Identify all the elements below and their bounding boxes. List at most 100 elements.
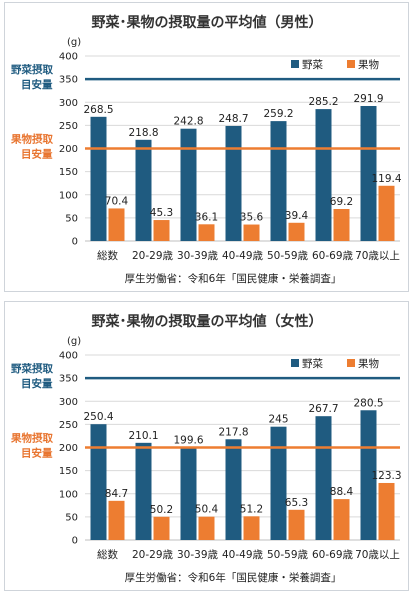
x-tick-label: 40-49歳 xyxy=(222,549,264,561)
data-label-fruit-4: 65.3 xyxy=(285,497,308,509)
bar-fruit-1 xyxy=(153,516,170,540)
data-label-fruit-3: 51.2 xyxy=(240,503,263,515)
y-tick-label: 250 xyxy=(59,420,78,431)
chart-panel-male: 野菜･果物の摂取量の平均値（男性） (g) 野菜 果物 0 50 100 150 200 250 3… xyxy=(4,2,409,292)
data-label-fruit-2: 50.4 xyxy=(195,504,219,516)
chart-title: 野菜･果物の摂取量の平均値（女性） xyxy=(92,313,323,330)
data-label-vegetable-3: 217.8 xyxy=(218,426,248,438)
bar-fruit-0 xyxy=(108,500,125,540)
chart-title: 野菜･果物の摂取量の平均値（男性） xyxy=(92,14,323,31)
data-label-vegetable-5: 285.2 xyxy=(308,96,338,108)
x-tick-label: 20-29歳 xyxy=(132,549,174,561)
bar-fruit-3 xyxy=(243,224,260,241)
bar-fruit-3 xyxy=(243,516,260,540)
legend-label-vegetable: 野菜 xyxy=(302,59,323,71)
data-label-vegetable-1: 210.1 xyxy=(128,430,158,442)
bar-vegetable-3 xyxy=(225,439,242,540)
bar-fruit-4 xyxy=(288,222,305,241)
y-tick-label: 200 xyxy=(59,443,78,454)
reference-label-fruit: 果物摂取 xyxy=(10,133,53,146)
data-label-fruit-3: 35.6 xyxy=(240,212,264,224)
reference-sublabel-vegetable: 目安量 xyxy=(21,377,53,390)
y-tick-label: 50 xyxy=(65,213,78,224)
legend-swatch-vegetable xyxy=(291,60,299,68)
legend-swatch-vegetable xyxy=(291,359,299,367)
x-tick-label: 20-29歳 xyxy=(132,250,174,262)
bar-fruit-4 xyxy=(288,509,305,540)
y-tick-label: 350 xyxy=(59,374,78,385)
bar-vegetable-6 xyxy=(360,410,377,540)
y-tick-label: 0 xyxy=(72,237,78,248)
data-label-vegetable-5: 267.7 xyxy=(308,403,338,415)
bar-vegetable-0 xyxy=(90,116,107,241)
data-label-fruit-1: 50.2 xyxy=(150,504,173,516)
data-label-vegetable-2: 199.6 xyxy=(173,435,203,447)
data-label-vegetable-1: 218.8 xyxy=(128,127,158,139)
y-tick-label: 400 xyxy=(59,52,78,63)
data-label-fruit-0: 70.4 xyxy=(105,195,129,207)
bar-vegetable-0 xyxy=(90,424,107,540)
bar-fruit-5 xyxy=(333,499,350,540)
x-tick-label: 50-59歳 xyxy=(267,549,309,561)
bar-fruit-6 xyxy=(378,482,395,540)
bar-vegetable-1 xyxy=(135,139,152,241)
data-label-vegetable-6: 280.5 xyxy=(353,397,383,409)
legend-swatch-fruit xyxy=(347,359,355,367)
y-tick-label: 200 xyxy=(59,144,78,155)
reference-label-vegetable: 野菜摂取 xyxy=(11,63,53,76)
y-tick-label: 150 xyxy=(59,466,78,477)
bar-vegetable-2 xyxy=(180,128,197,241)
data-label-vegetable-3: 248.7 xyxy=(218,113,248,125)
y-axis-unit: (g) xyxy=(67,336,81,347)
y-tick-label: 350 xyxy=(59,75,78,86)
legend-label-fruit: 果物 xyxy=(358,58,379,71)
data-label-fruit-5: 69.2 xyxy=(330,196,353,208)
bar-vegetable-3 xyxy=(225,125,242,241)
data-label-fruit-5: 88.4 xyxy=(330,486,354,498)
x-tick-label: 40-49歳 xyxy=(222,250,264,262)
reference-label-fruit: 果物摂取 xyxy=(10,432,53,445)
bar-fruit-5 xyxy=(333,208,350,241)
data-label-vegetable-4: 259.2 xyxy=(263,108,293,120)
source-note: 厚生労働省：令和6年「国民健康・栄養調査」 xyxy=(125,571,342,584)
y-tick-label: 300 xyxy=(59,98,78,109)
bar-fruit-2 xyxy=(198,224,215,241)
source-note: 厚生労働省：令和6年「国民健康・栄養調査」 xyxy=(125,272,342,285)
data-label-vegetable-0: 268.5 xyxy=(83,104,113,116)
data-label-fruit-1: 45.3 xyxy=(150,207,173,219)
data-label-vegetable-6: 291.9 xyxy=(353,93,383,105)
legend: 野菜 果物 xyxy=(291,357,379,370)
data-label-vegetable-4: 245 xyxy=(268,414,288,426)
reference-label-vegetable: 野菜摂取 xyxy=(11,362,53,375)
y-tick-label: 150 xyxy=(59,167,78,178)
bar-vegetable-1 xyxy=(135,442,152,540)
reference-sublabel-vegetable: 目安量 xyxy=(21,78,53,91)
x-tick-label: 総数 xyxy=(97,548,118,561)
y-tick-label: 0 xyxy=(72,536,78,547)
bar-fruit-1 xyxy=(153,220,170,241)
data-label-fruit-4: 39.4 xyxy=(285,210,309,222)
y-axis-unit: (g) xyxy=(67,37,81,48)
chart-male: 野菜･果物の摂取量の平均値（男性） (g) 野菜 果物 0 50 100 150 200 250 3… xyxy=(10,14,402,285)
data-label-vegetable-2: 242.8 xyxy=(173,116,203,128)
reference-sublabel-fruit: 目安量 xyxy=(21,148,53,161)
x-tick-label: 30-39歳 xyxy=(177,250,219,262)
data-label-vegetable-0: 250.4 xyxy=(83,411,113,423)
x-tick-label: 60-69歳 xyxy=(312,549,354,561)
y-tick-label: 250 xyxy=(59,121,78,132)
bar-fruit-6 xyxy=(378,185,395,241)
reference-sublabel-fruit: 目安量 xyxy=(21,447,53,460)
bar-fruit-2 xyxy=(198,516,215,540)
x-tick-label: 50-59歳 xyxy=(267,250,309,262)
y-tick-label: 100 xyxy=(59,190,78,201)
chart-female: 野菜･果物の摂取量の平均値（女性） (g) 野菜 果物 0 50 100 150 200 250 3… xyxy=(10,313,402,584)
bar-fruit-0 xyxy=(108,208,125,241)
y-tick-label: 100 xyxy=(59,489,78,500)
x-tick-label: 70歳以上 xyxy=(355,250,400,262)
x-tick-label: 総数 xyxy=(97,249,118,262)
legend-label-fruit: 果物 xyxy=(358,357,379,370)
bar-vegetable-4 xyxy=(270,121,287,241)
data-label-fruit-6: 119.4 xyxy=(371,173,401,185)
bar-vegetable-5 xyxy=(315,416,332,540)
legend: 野菜 果物 xyxy=(291,58,379,71)
